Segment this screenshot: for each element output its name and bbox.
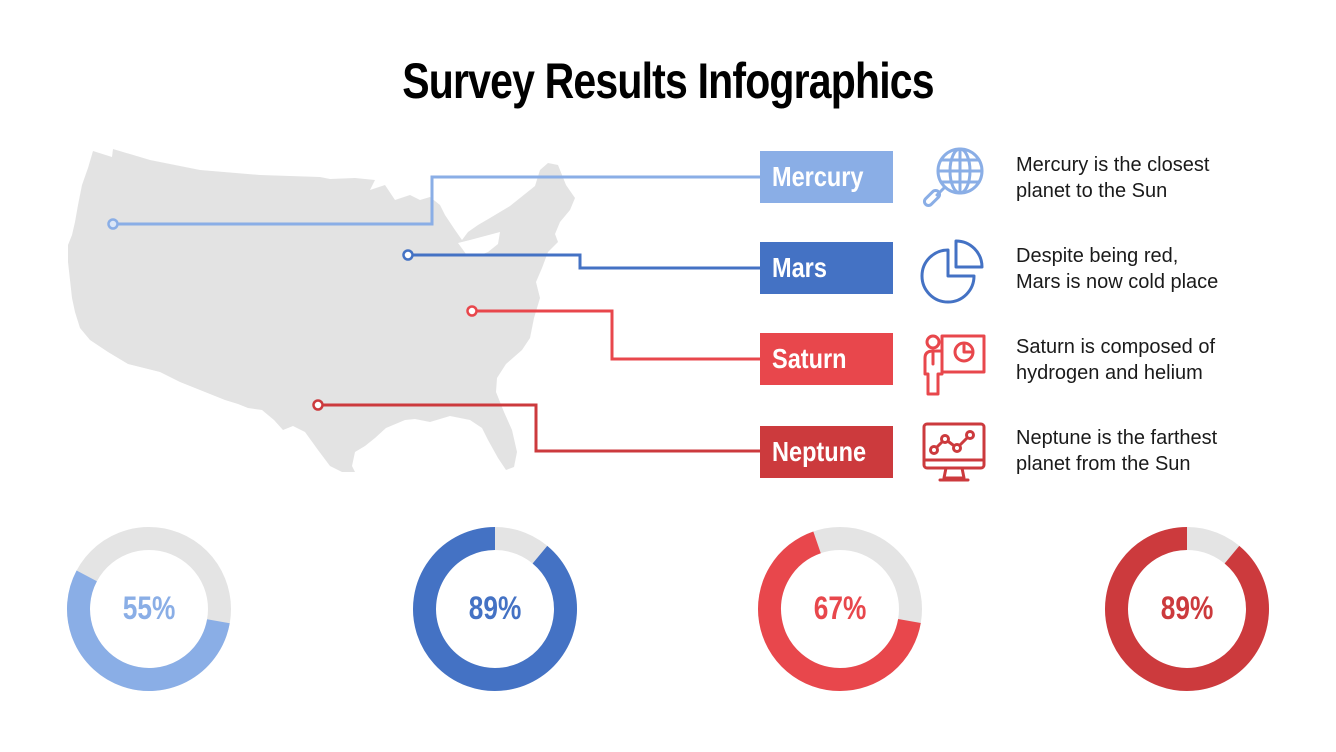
page-title: Survey Results Infographics: [402, 53, 934, 109]
label-mars: Mars: [760, 242, 893, 294]
description-neptune-line2: planet from the Sun: [1016, 453, 1191, 475]
description-neptune: Neptune is the farthest planet from the …: [1016, 425, 1316, 477]
description-mercury: Mercury is the closest planet to the Sun: [1016, 152, 1316, 204]
pin-saturn: [466, 305, 478, 317]
monitor-line-chart-icon: [922, 422, 986, 482]
label-neptune-text: Neptune: [772, 436, 867, 467]
donut-mercury-value: 55%: [122, 590, 176, 626]
donut-saturn-fill: [758, 531, 921, 691]
description-mercury-line1: Mercury is the closest: [1016, 154, 1210, 176]
label-saturn: Saturn: [760, 333, 893, 385]
pin-mars: [402, 249, 414, 261]
pin-neptune: [312, 399, 324, 411]
description-mars-line1: Despite being red,: [1016, 245, 1179, 267]
description-mars-line2: Mars is now cold place: [1016, 271, 1219, 293]
donut-mars-value: 89%: [468, 590, 522, 626]
label-neptune: Neptune: [760, 426, 893, 478]
globe-search-icon: [922, 147, 984, 208]
connector-mars: [412, 253, 760, 270]
donut-neptune-value: 89%: [1160, 590, 1214, 626]
label-saturn-text: Saturn: [772, 343, 847, 374]
label-mercury: Mercury: [760, 151, 893, 203]
pin-mercury: [107, 218, 119, 230]
connector-neptune: [322, 403, 760, 453]
description-saturn-line2: hydrogen and helium: [1016, 362, 1203, 384]
connector-saturn: [476, 309, 760, 361]
label-mercury-text: Mercury: [772, 161, 864, 192]
description-mars: Despite being red, Mars is now cold plac…: [1016, 243, 1316, 295]
description-saturn: Saturn is composed of hydrogen and heliu…: [1016, 334, 1316, 386]
label-mars-text: Mars: [772, 252, 827, 283]
description-saturn-line1: Saturn is composed of: [1016, 336, 1215, 358]
connector-mercury: [117, 175, 760, 226]
us-map-silhouette: [68, 149, 575, 472]
description-neptune-line1: Neptune is the farthest: [1016, 427, 1218, 449]
description-mercury-line2: planet to the Sun: [1016, 180, 1168, 202]
pie-chart-icon: [920, 239, 984, 304]
donut-saturn-value: 67%: [813, 590, 867, 626]
donut-neptune-fill: [1105, 527, 1269, 691]
donut-mercury-fill: [67, 570, 230, 691]
presenter-icon: [923, 334, 986, 396]
donut-mars-fill: [413, 527, 577, 691]
